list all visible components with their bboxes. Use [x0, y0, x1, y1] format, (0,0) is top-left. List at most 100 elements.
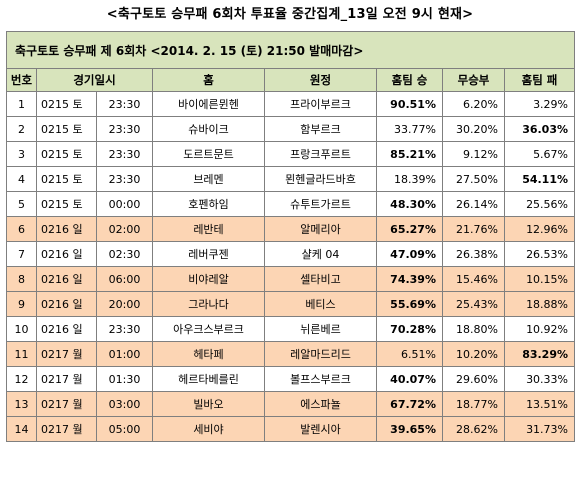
table-subtitle: 축구토토 승무패 제 6회차 <2014. 2. 15 (토) 21:50 발매…	[5, 31, 576, 69]
table-row: 9 0216 일 20:00 그라나다 베티스 55.69% 25.43% 18.88%	[6, 291, 576, 317]
match-time-cell: 20:00	[96, 291, 153, 317]
draw-rate-cell: 18.77%	[442, 391, 505, 417]
match-time-cell: 01:30	[96, 366, 153, 392]
away-team-cell: 샬케 04	[264, 241, 377, 267]
home-win-rate-cell: 18.39%	[376, 166, 443, 192]
table-row: 2 0215 토 23:30 슈바이크 함부르크 33.77% 30.20% 36.03%	[6, 116, 576, 142]
match-date-cell: 0217 월	[36, 341, 97, 367]
home-lose-rate-cell: 18.88%	[503, 291, 576, 317]
row-number-cell: 4	[6, 166, 37, 192]
home-lose-rate-cell: 36.03%	[503, 116, 576, 142]
home-team-cell: 세비야	[152, 416, 265, 442]
match-time-cell: 23:30	[96, 141, 153, 167]
draw-rate-cell: 26.14%	[442, 191, 505, 217]
home-lose-rate-cell: 5.67%	[503, 141, 576, 167]
match-date-cell: 0215 토	[36, 116, 97, 142]
match-date-cell: 0216 일	[36, 291, 97, 317]
match-date-cell: 0215 토	[36, 91, 97, 117]
draw-rate-cell: 21.76%	[442, 216, 505, 242]
home-team-cell: 브레멘	[152, 166, 265, 192]
table-row: 11 0217 월 01:00 헤타페 레알마드리드 6.51% 10.20% 83.29%	[6, 341, 576, 367]
match-time-cell: 23:30	[96, 166, 153, 192]
match-time-cell: 00:00	[96, 191, 153, 217]
home-team-cell: 바이에른뮌헨	[152, 91, 265, 117]
home-win-rate-cell: 85.21%	[376, 141, 443, 167]
away-team-cell: 프랑크푸르트	[264, 141, 377, 167]
header-no: 번호	[6, 68, 37, 92]
row-number-cell: 14	[6, 416, 37, 442]
away-team-cell: 슈투트가르트	[264, 191, 377, 217]
page-title: <축구토토 승무패 6회차 투표율 중간집계_13일 오전 9시 현재>	[106, 7, 474, 22]
header-home-lose: 홈팀 패	[503, 68, 576, 92]
row-number-cell: 7	[6, 241, 37, 267]
home-lose-rate-cell: 26.53%	[503, 241, 576, 267]
match-date-cell: 0216 일	[36, 266, 97, 292]
header-draw: 무승부	[442, 68, 505, 92]
match-time-cell: 23:30	[96, 91, 153, 117]
home-win-rate-cell: 55.69%	[376, 291, 443, 317]
home-lose-rate-cell: 10.15%	[503, 266, 576, 292]
home-lose-rate-cell: 10.92%	[503, 316, 576, 342]
home-lose-rate-cell: 83.29%	[503, 341, 576, 367]
home-lose-rate-cell: 13.51%	[503, 391, 576, 417]
away-team-cell: 베티스	[264, 291, 377, 317]
home-win-rate-cell: 67.72%	[376, 391, 443, 417]
row-number-cell: 1	[6, 91, 37, 117]
match-date-cell: 0216 일	[36, 316, 97, 342]
match-date-cell: 0215 토	[36, 166, 97, 192]
row-number-cell: 2	[6, 116, 37, 142]
draw-rate-cell: 26.38%	[442, 241, 505, 267]
draw-rate-cell: 15.46%	[442, 266, 505, 292]
home-team-cell: 빌바오	[152, 391, 265, 417]
draw-rate-cell: 25.43%	[442, 291, 505, 317]
away-team-cell: 프라이부르크	[264, 91, 377, 117]
table-row: 5 0215 토 00:00 호펜하임 슈투트가르트 48.30% 26.14% 25.56%	[6, 191, 576, 217]
header-home: 홈	[152, 68, 265, 92]
table-subtitle-row: 축구토토 승무패 제 6회차 <2014. 2. 15 (토) 21:50 발매…	[5, 31, 576, 69]
home-lose-rate-cell: 25.56%	[503, 191, 576, 217]
draw-rate-cell: 28.62%	[442, 416, 505, 442]
match-time-cell: 03:00	[96, 391, 153, 417]
table-row: 12 0217 월 01:30 헤르타베를린 볼프스부르크 40.07% 29.60% 30.…	[6, 366, 576, 392]
away-team-cell: 발렌시아	[264, 416, 377, 442]
row-number-cell: 12	[6, 366, 37, 392]
header-datetime: 경기일시	[36, 68, 153, 92]
match-time-cell: 23:30	[96, 316, 153, 342]
home-win-rate-cell: 70.28%	[376, 316, 443, 342]
home-lose-rate-cell: 30.33%	[503, 366, 576, 392]
home-team-cell: 도르트문트	[152, 141, 265, 167]
row-number-cell: 10	[6, 316, 37, 342]
home-win-rate-cell: 47.09%	[376, 241, 443, 267]
row-number-cell: 5	[6, 191, 37, 217]
table-row: 6 0216 일 02:00 레반테 알메리아 65.27% 21.76% 12.96%	[6, 216, 576, 242]
match-time-cell: 02:30	[96, 241, 153, 267]
away-team-cell: 묀헨글라드바흐	[264, 166, 377, 192]
match-time-cell: 02:00	[96, 216, 153, 242]
home-team-cell: 호펜하임	[152, 191, 265, 217]
away-team-cell: 뉘른베르	[264, 316, 377, 342]
row-number-cell: 8	[6, 266, 37, 292]
match-time-cell: 06:00	[96, 266, 153, 292]
home-win-rate-cell: 65.27%	[376, 216, 443, 242]
draw-rate-cell: 30.20%	[442, 116, 505, 142]
row-number-cell: 11	[6, 341, 37, 367]
draw-rate-cell: 29.60%	[442, 366, 505, 392]
home-win-rate-cell: 48.30%	[376, 191, 443, 217]
away-team-cell: 함부르크	[264, 116, 377, 142]
home-lose-rate-cell: 54.11%	[503, 166, 576, 192]
home-win-rate-cell: 33.77%	[376, 116, 443, 142]
table-row: 3 0215 토 23:30 도르트문트 프랑크푸르트 85.21% 9.12% 5.67%	[6, 141, 576, 167]
match-date-cell: 0217 월	[36, 416, 97, 442]
match-date-cell: 0215 토	[36, 191, 97, 217]
home-lose-rate-cell: 12.96%	[503, 216, 576, 242]
table-row: 7 0216 일 02:30 레버쿠젠 샬케 04 47.09% 26.38% 26.53%	[6, 241, 576, 267]
away-team-cell: 볼프스부르크	[264, 366, 377, 392]
table-row: 1 0215 토 23:30 바이에른뮌헨 프라이부르크 90.51% 6.20% 3.29%	[6, 91, 576, 117]
row-number-cell: 9	[6, 291, 37, 317]
draw-rate-cell: 18.80%	[442, 316, 505, 342]
home-win-rate-cell: 6.51%	[376, 341, 443, 367]
table-header-row: 번호 경기일시 홈 원정 홈팀 승 무승부 홈팀 패	[6, 68, 576, 92]
home-win-rate-cell: 39.65%	[376, 416, 443, 442]
home-lose-rate-cell: 3.29%	[503, 91, 576, 117]
home-team-cell: 슈바이크	[152, 116, 265, 142]
